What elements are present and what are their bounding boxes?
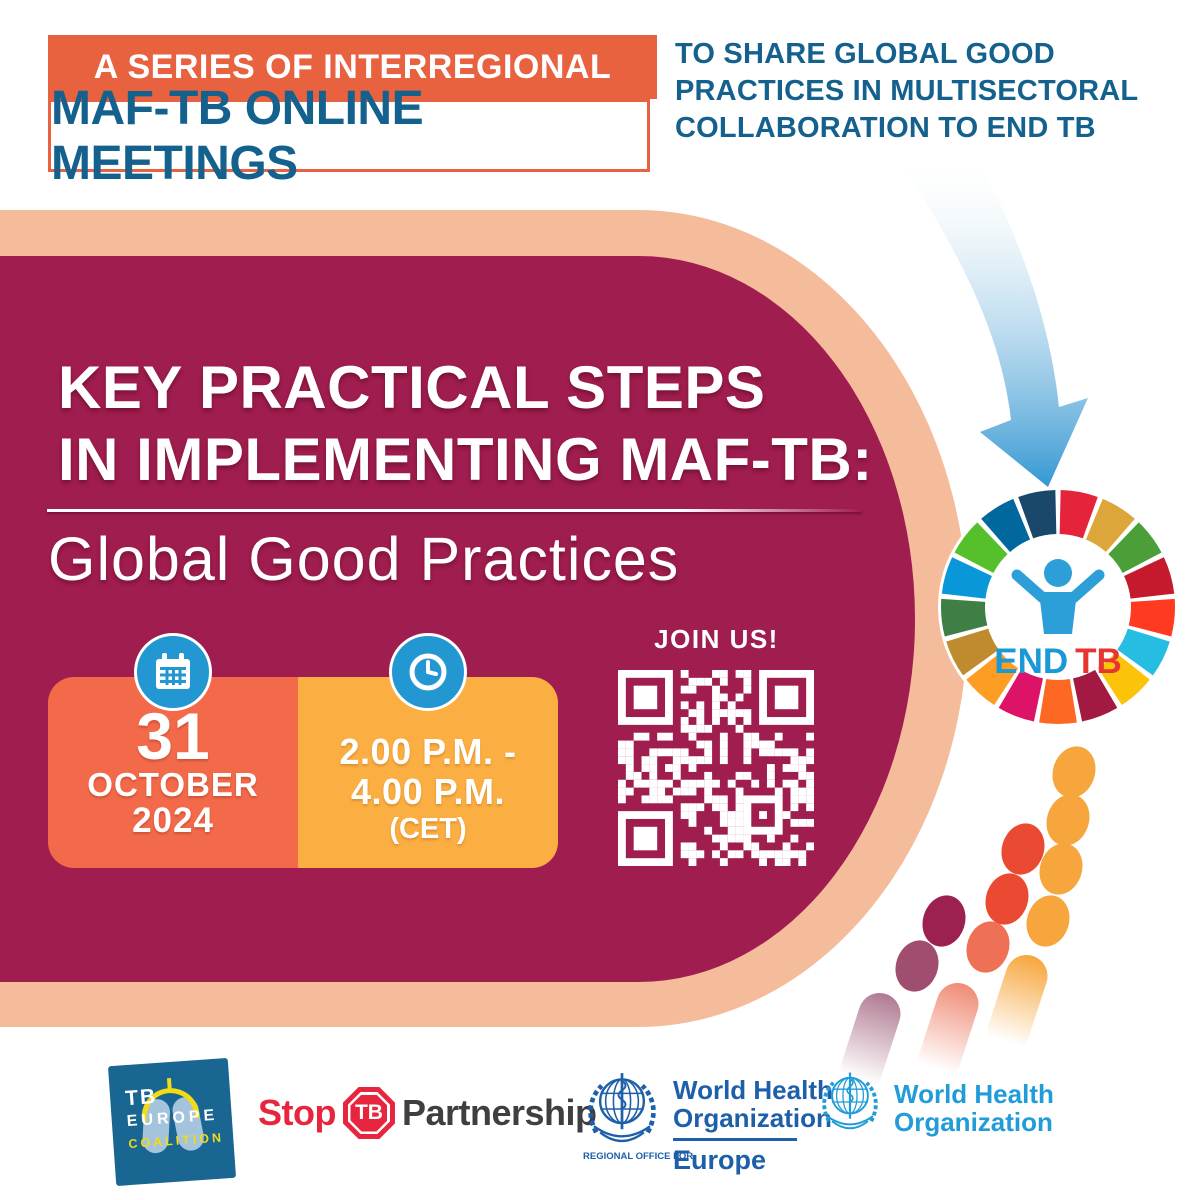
who-europe-region: Europe xyxy=(673,1145,767,1175)
clock-badge xyxy=(389,633,467,711)
partnership-word: Partnership xyxy=(401,1092,597,1133)
event-month: OCTOBER xyxy=(87,766,259,803)
meetings-banner: MAF-TB ONLINE MEETINGS xyxy=(48,82,650,190)
stop-tb-partnership-logo: Stop TB Partnership xyxy=(258,1086,597,1140)
calendar-icon xyxy=(156,653,190,689)
clock-icon xyxy=(409,653,447,691)
who-line1: World Health xyxy=(894,1079,1054,1109)
title-line-1: KEY PRACTICAL STEPS xyxy=(58,354,766,421)
who-europe-line2: Organization xyxy=(673,1103,832,1133)
title-divider xyxy=(47,509,862,512)
tb-europe-coalition-logo: TB EUROPE COALITION xyxy=(107,1057,237,1187)
who-europe-name: World Health Organization xyxy=(673,1076,833,1132)
meetings-banner-text: MAF-TB ONLINE MEETINGS xyxy=(51,81,424,190)
stop-sign-icon: TB xyxy=(342,1087,395,1139)
dot xyxy=(1039,788,1097,852)
tb-word: TB xyxy=(1075,642,1122,681)
who-europe-office-text: REGIONAL OFFICE FOR xyxy=(583,1151,694,1162)
who-europe-divider xyxy=(673,1138,797,1141)
calendar-badge xyxy=(134,633,212,711)
person-icon xyxy=(1011,559,1105,634)
sdg-color-segments xyxy=(941,490,1175,724)
title-line-2: IN IMPLEMENTING MAF-TB: xyxy=(58,426,873,493)
event-time-end: 4.00 P.M. xyxy=(351,771,505,812)
who-logo: World Health Organization xyxy=(818,1066,1118,1166)
event-year: 2024 xyxy=(132,801,214,840)
event-timezone: (CET) xyxy=(389,813,467,845)
stop-tb-letters: TB xyxy=(350,1094,388,1132)
tagline-text: TO SHARE GLOBAL GOOD PRACTICES IN MULTIS… xyxy=(675,38,1138,144)
who-name: World Health Organization xyxy=(894,1080,1054,1136)
tbec-tb-text: TB xyxy=(124,1084,158,1111)
end-tb-wordmark: END TB xyxy=(994,642,1122,681)
who-europe-line1: World Health xyxy=(673,1075,833,1105)
event-day: 31 xyxy=(136,699,210,773)
subtitle: Global Good Practices xyxy=(48,525,680,593)
event-time-start: 2.00 P.M. - xyxy=(339,731,517,772)
end-tb-sdg-wheel: END TB xyxy=(938,487,1178,727)
series-banner-text: A SERIES OF INTERREGIONAL xyxy=(93,47,612,86)
who-europe-logo: World Health Organization REGIONAL OFFIC… xyxy=(583,1066,883,1182)
series-banner: A SERIES OF INTERREGIONAL xyxy=(48,35,657,99)
qr-code xyxy=(618,670,814,866)
who-line2: Organization xyxy=(894,1107,1053,1137)
join-us-label: JOIN US! xyxy=(654,624,779,654)
end-word: END xyxy=(994,642,1068,681)
stop-word: Stop xyxy=(258,1092,336,1133)
